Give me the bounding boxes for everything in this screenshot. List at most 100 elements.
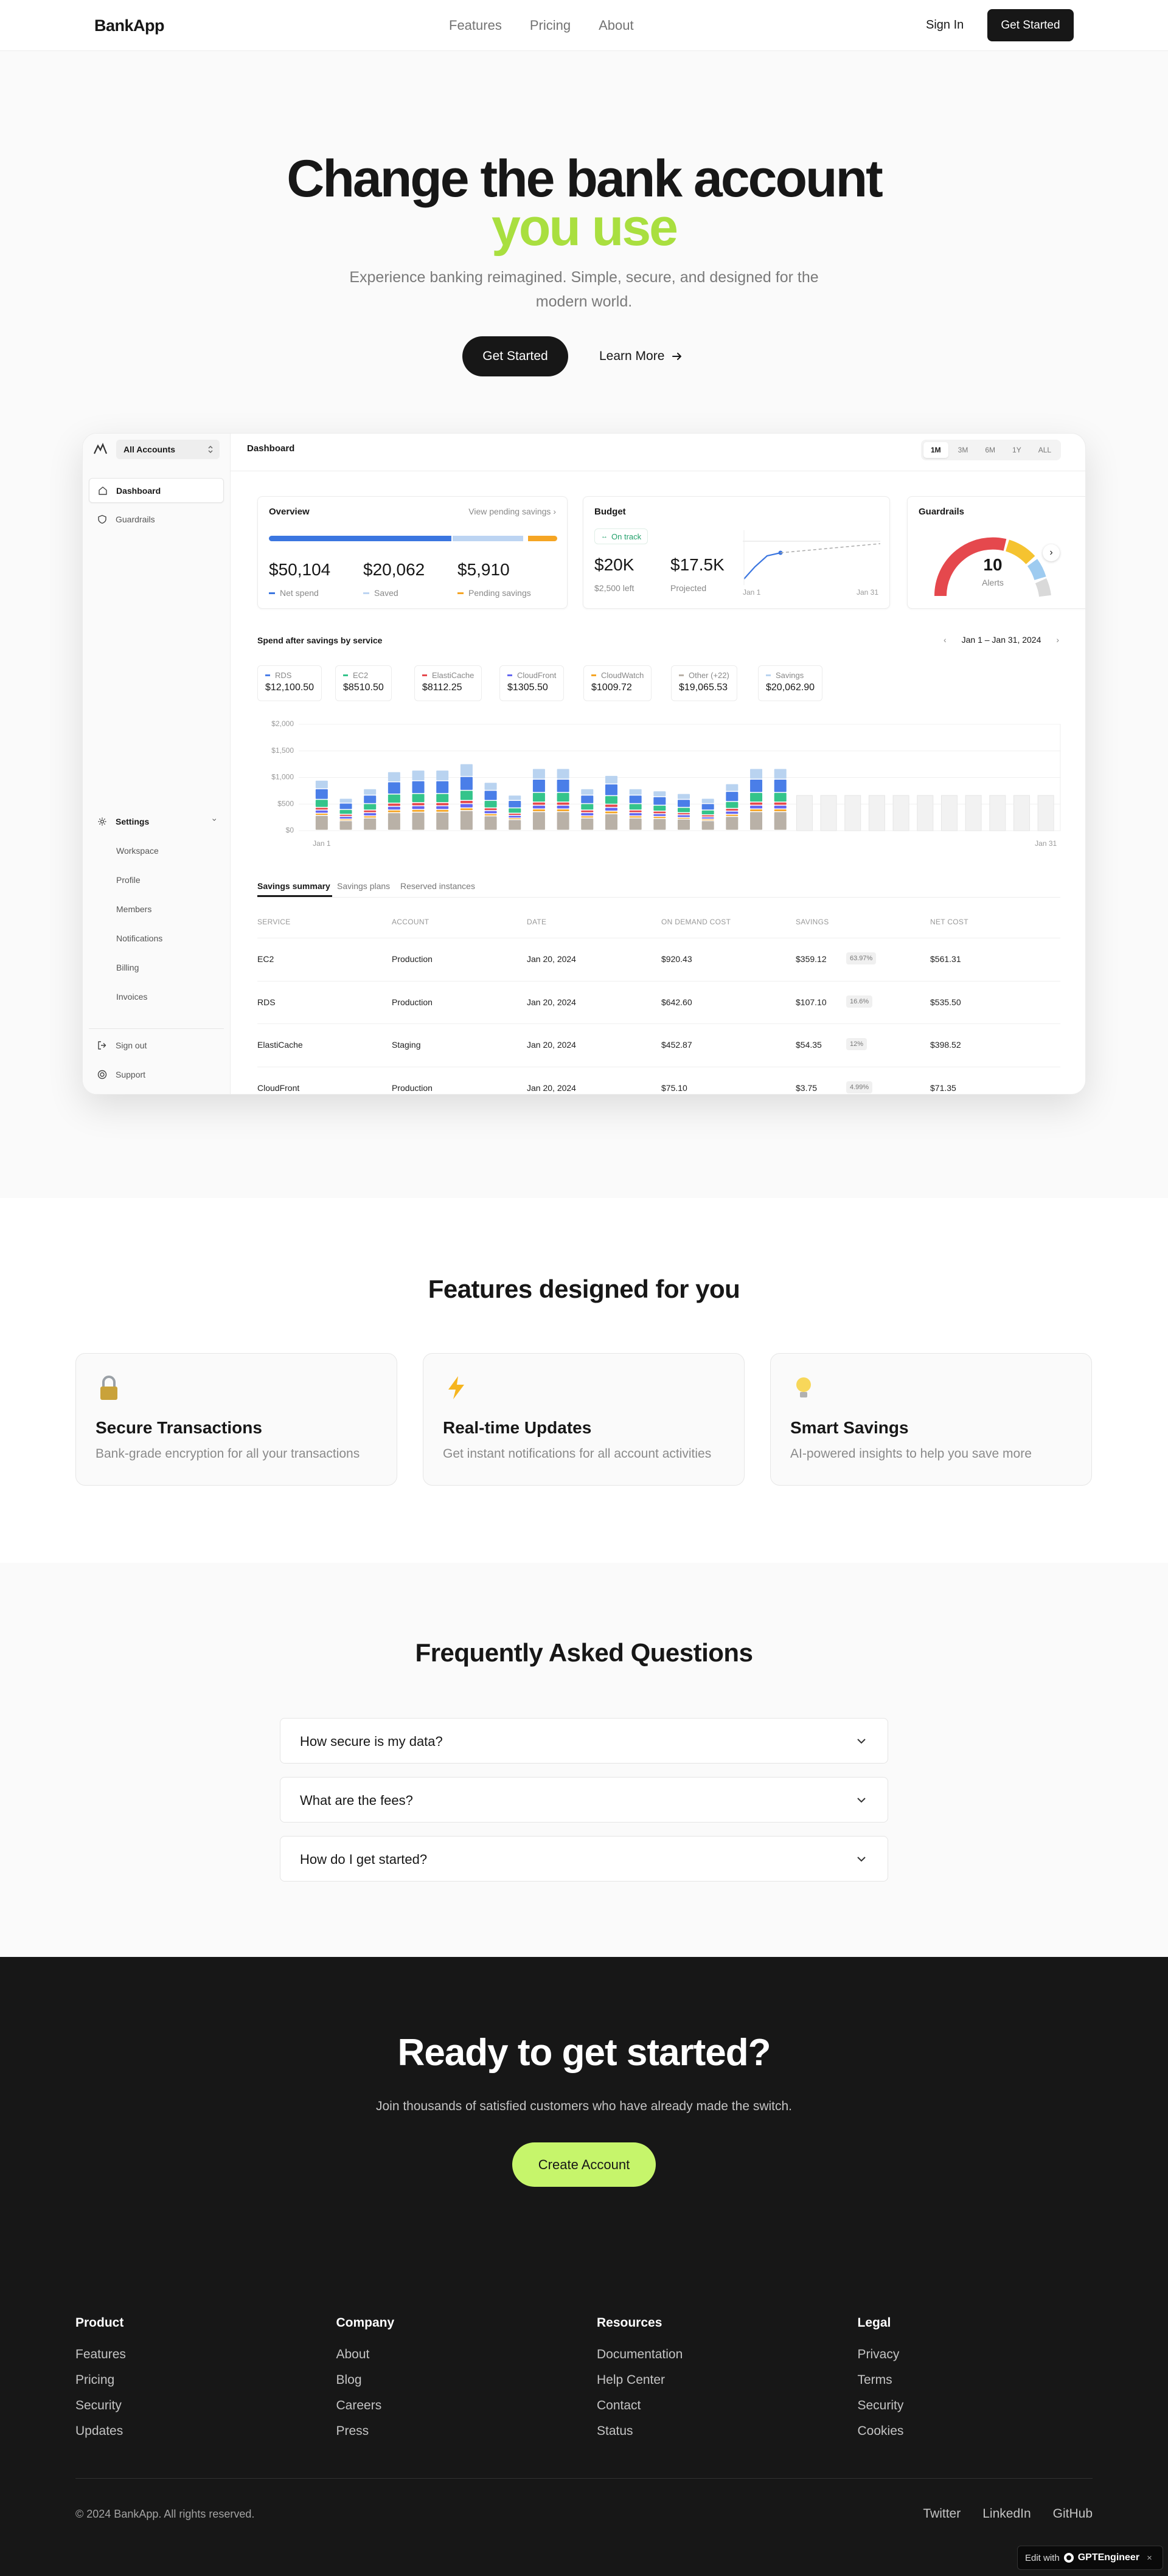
stat-label: $2,500 left <box>594 583 634 593</box>
social-link[interactable]: Twitter <box>923 2507 961 2521</box>
footer-link[interactable]: Updates <box>75 2424 123 2438</box>
legend-name-row: CloudWatch <box>591 671 644 680</box>
legend-item[interactable]: Savings $20,062.90 <box>758 665 823 701</box>
bar-segment <box>557 780 569 792</box>
footer-link[interactable]: Help Center <box>597 2373 666 2387</box>
faq-item[interactable]: What are the fees? <box>280 1777 888 1823</box>
settings-item[interactable]: Notifications <box>116 933 163 943</box>
stat-label: Projected <box>670 583 707 593</box>
bar-segment <box>484 816 497 830</box>
bar-segment <box>315 810 328 813</box>
social-link[interactable]: LinkedIn <box>982 2507 1031 2521</box>
footer-link[interactable]: Careers <box>336 2398 382 2412</box>
sidebar-footer-item[interactable]: Support <box>89 1062 224 1087</box>
tab[interactable]: Reserved instances <box>400 881 475 891</box>
cta-text: Join thousands of satisfied customers wh… <box>375 2099 793 2113</box>
bar-segment <box>388 782 400 794</box>
footer-link[interactable]: Features <box>75 2347 126 2361</box>
bar-placeholder <box>892 795 909 831</box>
sidebar-item[interactable]: Dashboard <box>89 478 224 503</box>
table-cell: $107.10 <box>796 997 827 1007</box>
footer-link[interactable]: Contact <box>597 2398 641 2412</box>
hero-secondary-button[interactable]: Learn More <box>599 336 683 376</box>
nav-link[interactable]: Pricing <box>529 18 571 33</box>
bar-segment <box>750 802 763 805</box>
settings-item[interactable]: Invoices <box>116 992 148 1002</box>
range-option[interactable]: 1Y <box>1012 446 1021 454</box>
settings-item[interactable]: Workspace <box>116 846 159 856</box>
bar-segment <box>653 805 666 811</box>
settings-header[interactable]: Settings › <box>89 809 224 834</box>
footer-link[interactable]: Status <box>597 2424 633 2438</box>
bar-segment <box>726 809 739 811</box>
footer-link[interactable]: Press <box>336 2424 369 2438</box>
legend-item[interactable]: Other (+22) $19,065.53 <box>671 665 737 701</box>
card-link-text: View pending savings <box>468 507 551 516</box>
bar-segment <box>339 798 352 803</box>
cta-footer: Ready to get started? Join thousands of … <box>0 1957 1168 2576</box>
faq-item[interactable]: How secure is my data? <box>280 1718 888 1764</box>
tab[interactable]: Savings summary <box>257 881 330 891</box>
range-option[interactable]: 3M <box>958 446 968 454</box>
y-tick-label: $1,000 <box>271 773 294 781</box>
bar-segment <box>532 812 545 830</box>
bar-segment <box>364 813 377 815</box>
logo[interactable]: BankApp <box>94 16 165 35</box>
footer-link[interactable]: Pricing <box>75 2373 115 2387</box>
bar-segment <box>605 805 617 807</box>
bar-segment <box>532 802 545 805</box>
footer-link[interactable]: Terms <box>857 2373 892 2387</box>
range-option[interactable]: 1M <box>923 442 948 458</box>
footer-link[interactable]: About <box>336 2347 370 2361</box>
footer-link[interactable]: Documentation <box>597 2347 683 2361</box>
settings-item[interactable]: Profile <box>116 875 141 885</box>
nav-cta[interactable]: Get Started <box>987 9 1074 41</box>
bar-segment <box>629 818 642 830</box>
bar-segment <box>629 789 642 795</box>
savings-pill: 63.97% <box>846 952 877 964</box>
footer-link[interactable]: Privacy <box>857 2347 900 2361</box>
badge-close[interactable]: × <box>1147 2552 1152 2563</box>
settings-item[interactable]: Billing <box>116 963 139 972</box>
next-range[interactable]: › <box>1056 635 1059 645</box>
card-link[interactable]: View pending savings › <box>468 507 556 516</box>
footer-link[interactable]: Security <box>75 2398 122 2412</box>
sidebar-item[interactable]: Guardrails <box>89 507 224 532</box>
footer-link[interactable]: Security <box>857 2398 904 2412</box>
bar-segment <box>532 780 545 792</box>
bar-segment <box>532 809 545 811</box>
range-option[interactable]: ALL <box>1038 446 1052 454</box>
legend-item[interactable]: EC2 $8510.50 <box>335 665 392 701</box>
edit-badge[interactable]: Edit with GPTEngineer × <box>1017 2546 1163 2570</box>
faq-item[interactable]: How do I get started? <box>280 1836 888 1882</box>
footer-link[interactable]: Cookies <box>857 2424 904 2438</box>
prev-range[interactable]: ‹ <box>944 635 947 645</box>
cta-button[interactable]: Create Account <box>512 2142 656 2187</box>
legend-item[interactable]: CloudWatch $1009.72 <box>583 665 652 701</box>
sign-in[interactable]: Sign In <box>926 18 964 32</box>
hero-primary-button[interactable]: Get Started <box>462 336 568 376</box>
tab[interactable]: Savings plans <box>337 881 391 891</box>
settings-item[interactable]: Members <box>116 904 152 914</box>
account-select[interactable]: All Accounts <box>116 440 220 459</box>
sidebar-footer-item[interactable]: Sign out <box>89 1033 224 1058</box>
legend-item[interactable]: CloudFront $1305.50 <box>499 665 565 701</box>
bar-segment <box>484 814 497 815</box>
social-link[interactable]: GitHub <box>1052 2507 1093 2521</box>
carousel-next[interactable]: › <box>1043 544 1060 561</box>
bar-segment <box>774 780 787 792</box>
bar-segment <box>412 770 425 781</box>
range-option[interactable]: 6M <box>985 446 996 454</box>
guardrails-card: Guardrails 10 Alerts › <box>907 496 1085 609</box>
footer-link[interactable]: Blog <box>336 2373 362 2387</box>
legend-item[interactable]: ElastiCache $8112.25 <box>414 665 482 701</box>
budget-sparkline <box>743 530 880 585</box>
nav-link[interactable]: About <box>599 18 634 33</box>
card-title: Budget <box>594 507 626 517</box>
nav-link[interactable]: Features <box>449 18 502 33</box>
legend-item[interactable]: RDS $12,100.50 <box>257 665 322 701</box>
footer-heading: Product <box>75 2316 124 2330</box>
progress-saved <box>453 536 523 541</box>
table-header: ON DEMAND COST <box>661 918 731 926</box>
